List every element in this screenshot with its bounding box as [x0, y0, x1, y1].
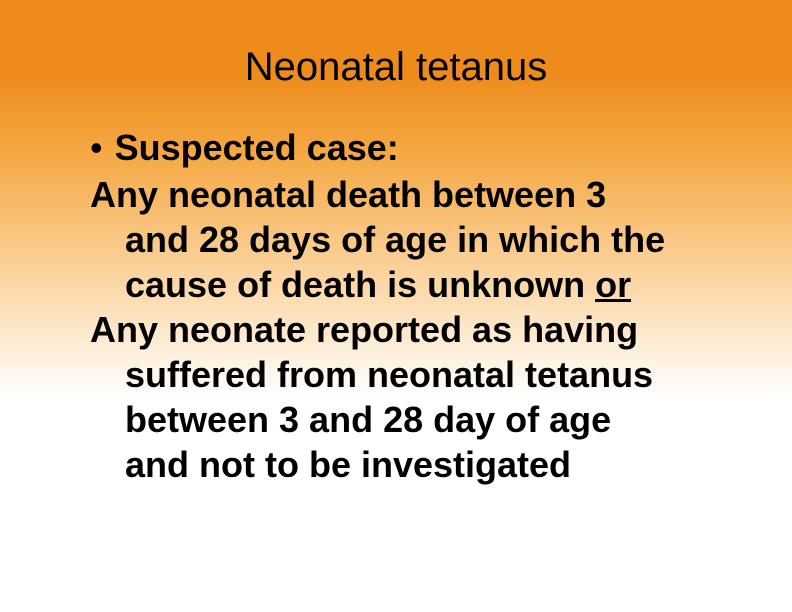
slide-container: Neonatal tetanus • Suspected case: Any n…	[0, 0, 792, 612]
paragraph-line-3: cause of death is unknown or	[90, 262, 712, 307]
bullet-item: • Suspected case:	[80, 125, 712, 172]
slide-title: Neonatal tetanus	[80, 45, 712, 90]
underlined-or: or	[595, 264, 631, 305]
bullet-marker: •	[90, 125, 103, 172]
paragraph-line-6: between 3 and 28 day of age	[90, 397, 712, 442]
paragraph-line-7: and not to be investigated	[90, 442, 712, 487]
paragraph-line-4: Any neonate reported as having	[90, 307, 712, 352]
line3-text: cause of death is unknown	[125, 264, 595, 305]
paragraph-line-1: Any neonatal death between 3	[90, 172, 712, 217]
bullet-label: Suspected case:	[115, 125, 399, 172]
paragraph-line-5: suffered from neonatal tetanus	[90, 352, 712, 397]
paragraph-line-2: and 28 days of age in which the	[90, 217, 712, 262]
slide-content: • Suspected case: Any neonatal death bet…	[80, 125, 712, 487]
